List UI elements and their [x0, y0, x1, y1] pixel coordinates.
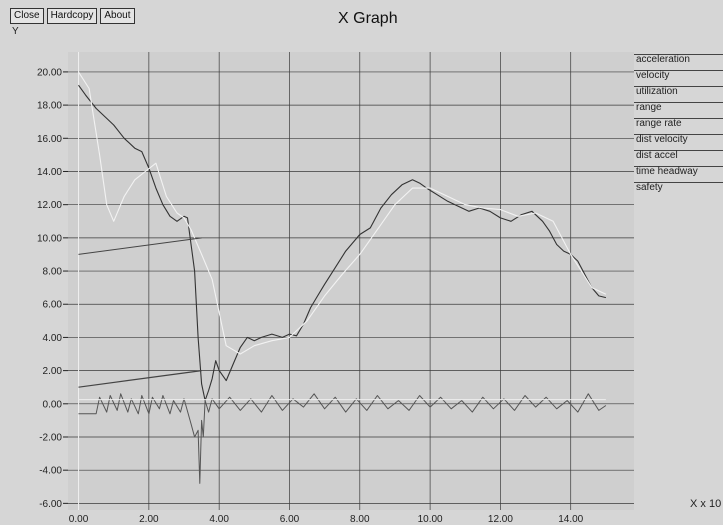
close-button[interactable]: Close — [10, 8, 44, 24]
series-dist-velocity — [78, 237, 202, 255]
legend-item: range — [634, 100, 723, 116]
x-tick-label: 0.00 — [69, 514, 89, 525]
legend-swatch — [634, 118, 723, 119]
legend-label: time headway — [636, 166, 698, 177]
legend-swatch — [634, 54, 723, 55]
y-tick-label: 0.00 — [43, 399, 63, 410]
legend-label: dist velocity — [636, 134, 688, 145]
x-tick-label: 2.00 — [139, 514, 159, 525]
y-tick-label: 2.00 — [43, 366, 63, 377]
y-tick-label: 10.00 — [37, 233, 62, 244]
x-tick-label: 12.00 — [488, 514, 513, 525]
x-tick-label: 10.00 — [418, 514, 443, 525]
legend-swatch — [634, 102, 723, 103]
legend-item: utilization — [634, 84, 723, 100]
y-tick-label: -4.00 — [39, 466, 62, 477]
legend-swatch — [634, 150, 723, 151]
legend-item: acceleration — [634, 52, 723, 68]
legend-label: dist accel — [636, 150, 678, 161]
y-tick-label: 6.00 — [43, 300, 63, 311]
y-tick-label: -6.00 — [39, 499, 62, 510]
y-tick-label: 20.00 — [37, 67, 62, 78]
legend-swatch — [634, 182, 723, 183]
legend-label: acceleration — [636, 54, 690, 65]
legend-item: range rate — [634, 116, 723, 132]
hardcopy-button[interactable]: Hardcopy — [46, 8, 98, 24]
legend-item: safety — [634, 180, 723, 196]
y-tick-label: 12.00 — [37, 200, 62, 211]
legend-swatch — [634, 86, 723, 87]
x-tick-label: 4.00 — [209, 514, 229, 525]
y-tick-label: 16.00 — [37, 134, 62, 145]
toolbar: Close Hardcopy About — [10, 8, 135, 24]
series-acceleration — [78, 393, 607, 484]
series-range-rate — [78, 71, 607, 355]
x-axis-unit-label: X x 10 — [690, 498, 722, 510]
y-tick-label: 14.00 — [37, 167, 62, 178]
legend-swatch — [634, 166, 723, 167]
plot-area — [68, 52, 634, 510]
legend-item: velocity — [634, 68, 723, 84]
legend-item: time headway — [634, 164, 723, 180]
legend-swatch — [634, 134, 723, 135]
y-axis-label: Y — [12, 26, 19, 37]
legend-label: velocity — [636, 70, 670, 81]
legend-label: range rate — [636, 118, 682, 129]
about-button[interactable]: About — [100, 8, 135, 24]
y-tick-label: 18.00 — [37, 101, 62, 112]
y-tick-label: 4.00 — [43, 333, 63, 344]
x-tick-label: 8.00 — [350, 514, 370, 525]
x-tick-label: 14.00 — [558, 514, 583, 525]
chart-legend: acceleration velocity utilization range rang… — [634, 52, 723, 196]
legend-item: dist velocity — [634, 132, 723, 148]
legend-label: range — [636, 102, 662, 113]
x-tick-label: 6.00 — [280, 514, 300, 525]
legend-label: utilization — [636, 86, 678, 97]
y-tick-label: -2.00 — [39, 432, 62, 443]
legend-label: safety — [636, 182, 663, 193]
y-tick-label: 8.00 — [43, 267, 63, 278]
chart-title: X Graph — [338, 10, 398, 27]
legend-swatch — [634, 70, 723, 71]
series-dist-accel — [78, 370, 202, 388]
legend-item: dist accel — [634, 148, 723, 164]
